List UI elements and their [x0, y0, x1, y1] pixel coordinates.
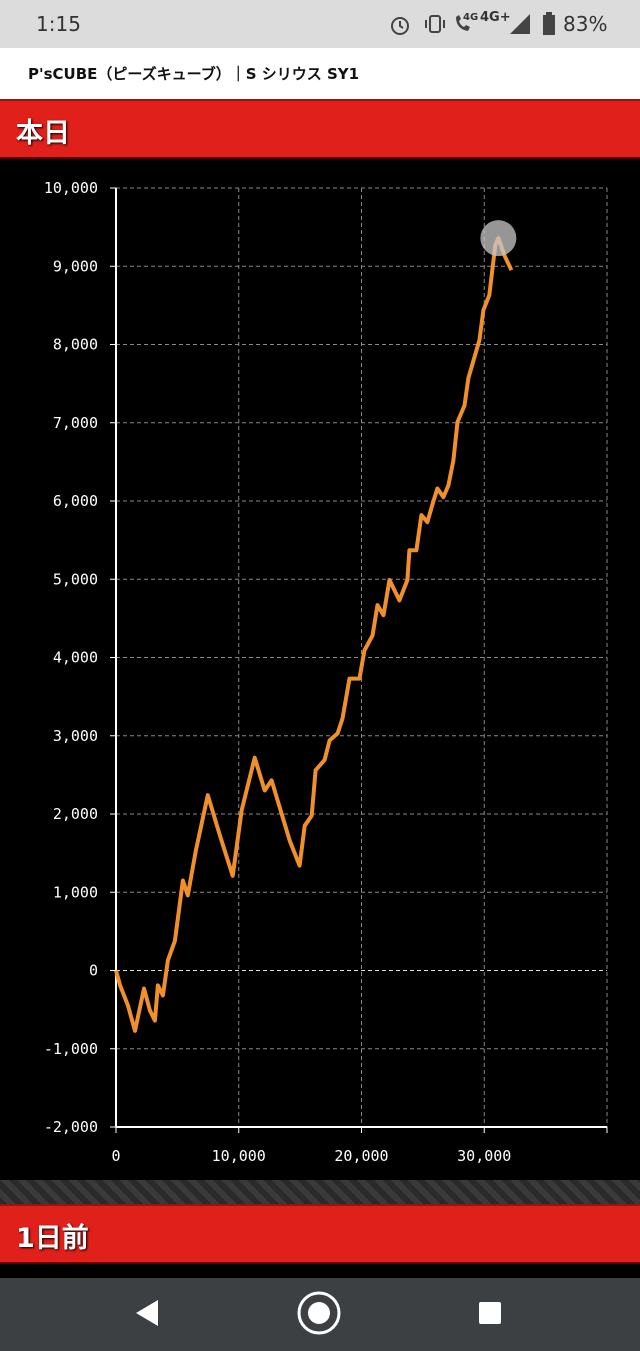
time: 1:15 — [36, 12, 81, 36]
recents-button[interactable] — [479, 1302, 501, 1324]
section-header[interactable]: 1日前 — [0, 1204, 640, 1264]
home-dot — [308, 1302, 330, 1324]
nav-bar — [0, 1278, 640, 1351]
y-tick-label: 5,000 — [53, 570, 98, 588]
data-line — [114, 236, 514, 1033]
header: P'sCUBE（ピーズキューブ）｜S シリウス SY1 — [0, 48, 640, 99]
home-button[interactable] — [297, 1291, 341, 1335]
section-title: 1日前 — [16, 1223, 89, 1254]
y-tick-label: 10,000 — [44, 179, 98, 197]
y-tick-label: 3,000 — [53, 727, 98, 745]
network: 4G — [463, 12, 479, 23]
y-tick-label: -2,000 — [44, 1118, 98, 1136]
y-tick-label: -1,000 — [44, 1040, 98, 1058]
section-header[interactable]: 本日 — [0, 99, 640, 159]
battery: 83% — [563, 12, 608, 36]
status-bar: 1:15 4G 4G+ 83% — [0, 0, 640, 48]
y-tick-label: 2,000 — [53, 805, 98, 823]
chart: -2,000 -1,000 0 1,000 2,000 3,000 4,000 5,000 6,… — [44, 179, 608, 1165]
call-icon — [456, 15, 470, 31]
x-tick-label: 30,000 — [457, 1147, 511, 1165]
highlight-point — [480, 220, 517, 257]
y-tick-label: 7,000 — [53, 414, 98, 432]
y-tick-label: 0 — [89, 962, 98, 980]
divider — [0, 1180, 640, 1205]
signal-icon — [510, 14, 530, 34]
network-2: 4G+ — [480, 10, 511, 25]
x-tick-label: 20,000 — [334, 1147, 388, 1165]
y-tick-label: 1,000 — [53, 883, 98, 901]
back-button[interactable] — [136, 1300, 158, 1326]
section-title: 本日 — [16, 118, 70, 149]
x-tick-label: 10,000 — [212, 1147, 266, 1165]
y-tick-label: 4,000 — [53, 649, 98, 667]
vibrate-icon — [425, 15, 445, 33]
nav-icons — [136, 1291, 501, 1335]
y-tick-label: 9,000 — [53, 257, 98, 275]
x-tick-label: 0 — [111, 1147, 120, 1165]
battery-icon — [543, 12, 555, 35]
y-tick-label: 8,000 — [53, 336, 98, 354]
y-tick-label: 6,000 — [53, 492, 98, 510]
alarm-icon — [391, 17, 409, 35]
page-title: P'sCUBE（ピーズキューブ）｜S シリウス SY1 — [28, 65, 360, 83]
